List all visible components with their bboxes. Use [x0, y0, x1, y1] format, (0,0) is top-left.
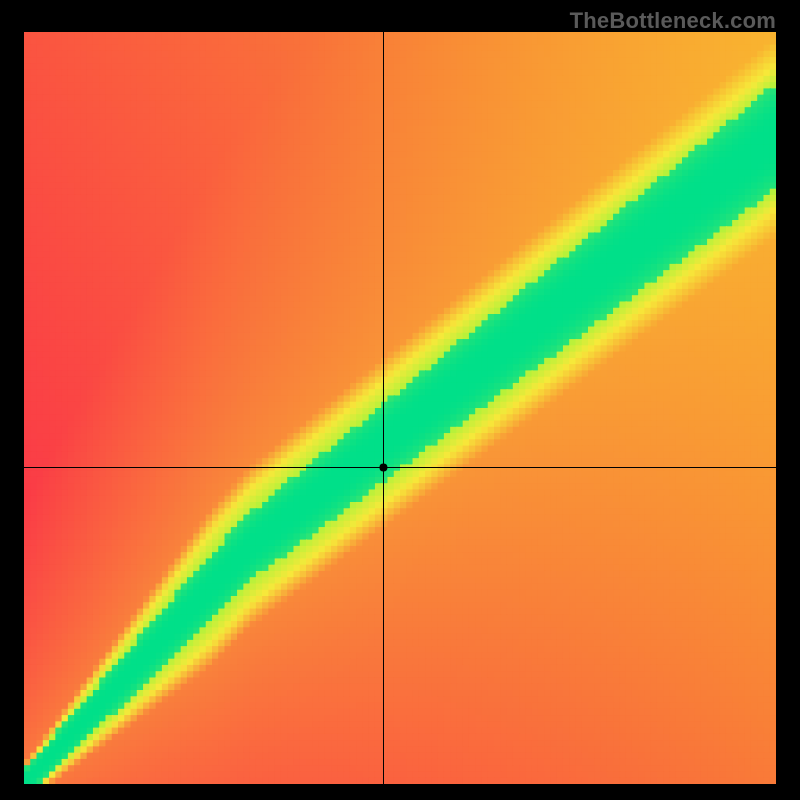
heatmap-chart — [24, 32, 776, 784]
heatmap-canvas — [24, 32, 776, 784]
watermark-text: TheBottleneck.com — [570, 8, 776, 34]
chart-container: TheBottleneck.com — [0, 0, 800, 800]
